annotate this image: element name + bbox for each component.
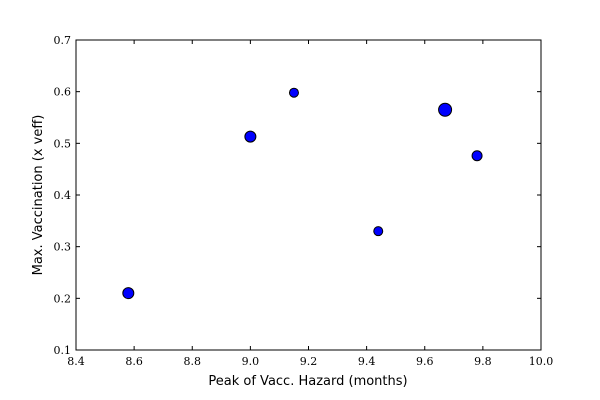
data-points: [122, 87, 483, 300]
y-tick-label: 0.5: [54, 137, 72, 150]
y-tick-label: 0.7: [54, 34, 72, 47]
data-point: [471, 150, 483, 162]
x-tick-label: 9.8: [474, 355, 492, 368]
data-point: [438, 102, 453, 117]
x-tick-label: 9.0: [242, 355, 260, 368]
x-tick-label: 10.0: [529, 355, 554, 368]
x-tick-label: 8.8: [184, 355, 202, 368]
x-tick-label: 8.6: [125, 355, 143, 368]
x-tick-label: 9.2: [300, 355, 318, 368]
data-point: [288, 87, 299, 98]
y-tick-label: 0.1: [54, 344, 72, 357]
data-point: [122, 287, 135, 300]
x-tick-label: 9.4: [358, 355, 376, 368]
y-tick-label: 0.3: [54, 241, 72, 254]
data-point: [244, 130, 257, 143]
y-tick-label: 0.6: [54, 86, 72, 99]
plot-frame: [75, 39, 542, 351]
plot-background: [76, 40, 541, 350]
x-tick-label: 8.4: [67, 355, 85, 368]
axis-tick-labels: 8.4 8.6 8.8 9.0 9.2 9.4 9.6 9.8 10.0 0.1 0.2 0.3 0.4…: [54, 34, 554, 368]
y-tick-label: 0.2: [54, 292, 72, 305]
y-tick-label: 0.4: [54, 189, 72, 202]
x-axis-label: Peak of Vacc. Hazard (months): [208, 374, 407, 389]
data-point: [373, 226, 384, 237]
y-axis-label: Max. Vaccination (x veff): [31, 115, 46, 276]
x-tick-label: 9.6: [416, 355, 434, 368]
